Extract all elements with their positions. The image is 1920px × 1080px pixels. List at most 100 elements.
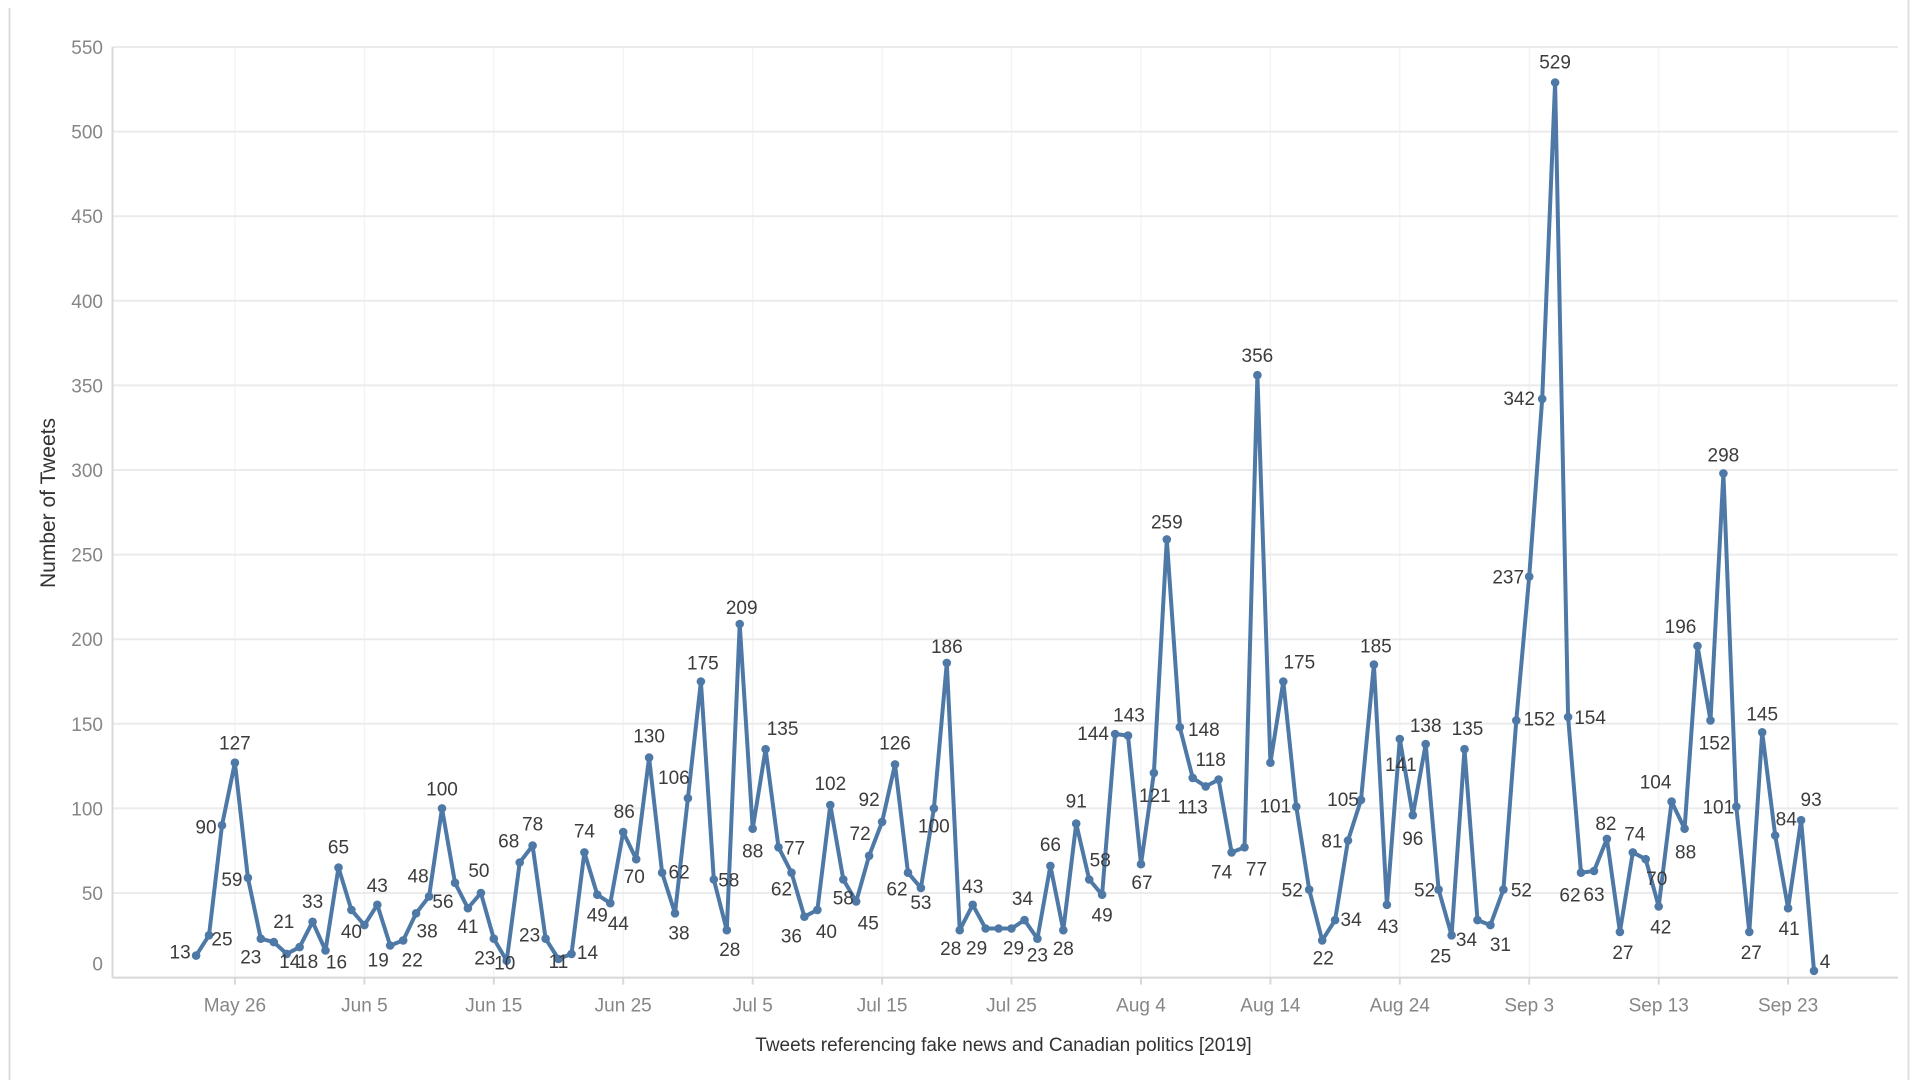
svg-text:62: 62 (1559, 886, 1580, 907)
svg-text:50: 50 (82, 884, 103, 905)
svg-text:13: 13 (170, 943, 191, 964)
svg-text:22: 22 (402, 950, 423, 971)
svg-text:43: 43 (367, 876, 388, 897)
svg-text:259: 259 (1151, 512, 1183, 533)
svg-text:82: 82 (1595, 814, 1616, 835)
svg-text:209: 209 (726, 598, 758, 619)
svg-text:Aug 24: Aug 24 (1370, 996, 1431, 1017)
svg-text:43: 43 (1377, 917, 1398, 938)
svg-text:11: 11 (549, 952, 569, 973)
svg-text:19: 19 (368, 951, 389, 972)
svg-text:56: 56 (432, 892, 453, 913)
svg-text:154: 154 (1574, 708, 1606, 729)
svg-text:52: 52 (1282, 881, 1303, 902)
svg-text:135: 135 (767, 719, 799, 740)
svg-text:250: 250 (71, 546, 103, 567)
svg-text:58: 58 (1090, 851, 1111, 872)
svg-text:58: 58 (718, 871, 739, 892)
svg-text:Jul 5: Jul 5 (733, 996, 773, 1017)
svg-text:185: 185 (1360, 637, 1392, 658)
svg-text:529: 529 (1539, 53, 1571, 74)
svg-text:23: 23 (1027, 946, 1048, 967)
svg-text:14: 14 (279, 952, 301, 973)
svg-text:38: 38 (668, 923, 689, 944)
svg-text:63: 63 (1583, 885, 1604, 906)
svg-text:127: 127 (219, 734, 251, 755)
svg-text:29: 29 (1003, 939, 1024, 960)
svg-text:40: 40 (341, 922, 362, 943)
svg-text:Number of Tweets: Number of Tweets (37, 418, 60, 588)
svg-text:175: 175 (1283, 653, 1315, 674)
svg-text:67: 67 (1131, 873, 1152, 894)
svg-text:34: 34 (1341, 910, 1363, 931)
svg-text:29: 29 (966, 939, 987, 960)
svg-text:88: 88 (1675, 843, 1696, 864)
svg-text:200: 200 (71, 630, 103, 651)
svg-text:92: 92 (859, 790, 880, 811)
svg-text:152: 152 (1699, 733, 1731, 754)
svg-text:96: 96 (1402, 829, 1423, 850)
svg-text:33: 33 (302, 892, 323, 913)
svg-text:66: 66 (1040, 835, 1061, 856)
svg-text:100: 100 (426, 779, 458, 800)
svg-text:148: 148 (1188, 720, 1220, 741)
svg-text:28: 28 (1053, 939, 1074, 960)
svg-text:22: 22 (1313, 948, 1334, 969)
svg-text:58: 58 (833, 889, 854, 910)
svg-text:Aug 4: Aug 4 (1116, 996, 1166, 1017)
svg-text:91: 91 (1066, 792, 1087, 813)
svg-text:113: 113 (1178, 797, 1208, 818)
svg-text:450: 450 (71, 207, 103, 228)
svg-text:62: 62 (886, 880, 907, 901)
svg-text:45: 45 (858, 914, 879, 935)
svg-text:0: 0 (92, 955, 103, 976)
svg-text:152: 152 (1523, 709, 1555, 730)
svg-text:70: 70 (624, 867, 645, 888)
svg-text:18: 18 (297, 952, 318, 973)
svg-text:27: 27 (1612, 943, 1633, 964)
svg-text:84: 84 (1776, 810, 1798, 831)
svg-text:4: 4 (1820, 952, 1831, 973)
svg-text:298: 298 (1708, 445, 1740, 466)
svg-text:28: 28 (940, 939, 961, 960)
svg-text:143: 143 (1113, 706, 1145, 727)
svg-text:93: 93 (1801, 790, 1822, 811)
svg-text:38: 38 (417, 921, 438, 942)
svg-text:100: 100 (918, 816, 950, 837)
svg-text:62: 62 (669, 863, 690, 884)
svg-text:150: 150 (71, 715, 103, 736)
svg-text:70: 70 (1646, 869, 1667, 890)
svg-text:74: 74 (1624, 824, 1646, 845)
svg-text:16: 16 (326, 953, 347, 974)
svg-text:74: 74 (574, 821, 596, 842)
svg-text:81: 81 (1321, 832, 1342, 853)
svg-text:41: 41 (457, 917, 478, 938)
svg-text:102: 102 (814, 774, 846, 795)
svg-text:196: 196 (1665, 617, 1697, 638)
svg-text:23: 23 (240, 948, 261, 969)
svg-text:44: 44 (608, 914, 630, 935)
svg-text:48: 48 (408, 866, 429, 887)
svg-text:43: 43 (962, 877, 983, 898)
svg-text:62: 62 (771, 880, 792, 901)
svg-text:40: 40 (816, 922, 837, 943)
svg-text:144: 144 (1077, 724, 1109, 745)
svg-text:500: 500 (71, 123, 103, 144)
svg-text:106: 106 (658, 768, 690, 789)
svg-text:52: 52 (1511, 881, 1532, 902)
svg-text:41: 41 (1779, 919, 1800, 940)
svg-text:May 26: May 26 (204, 996, 266, 1017)
svg-text:Jun 15: Jun 15 (465, 996, 522, 1017)
svg-text:Tweets referencing fake news a: Tweets referencing fake news and Canadia… (755, 1035, 1251, 1056)
svg-text:342: 342 (1503, 389, 1535, 410)
svg-text:175: 175 (687, 654, 719, 675)
svg-text:42: 42 (1650, 918, 1671, 939)
svg-text:138: 138 (1410, 716, 1442, 737)
svg-text:10: 10 (494, 954, 515, 975)
svg-text:25: 25 (1430, 946, 1451, 967)
svg-text:105: 105 (1327, 790, 1359, 811)
svg-text:77: 77 (1246, 859, 1267, 880)
svg-text:25: 25 (211, 929, 232, 950)
svg-text:186: 186 (931, 637, 963, 658)
svg-text:237: 237 (1492, 568, 1524, 589)
